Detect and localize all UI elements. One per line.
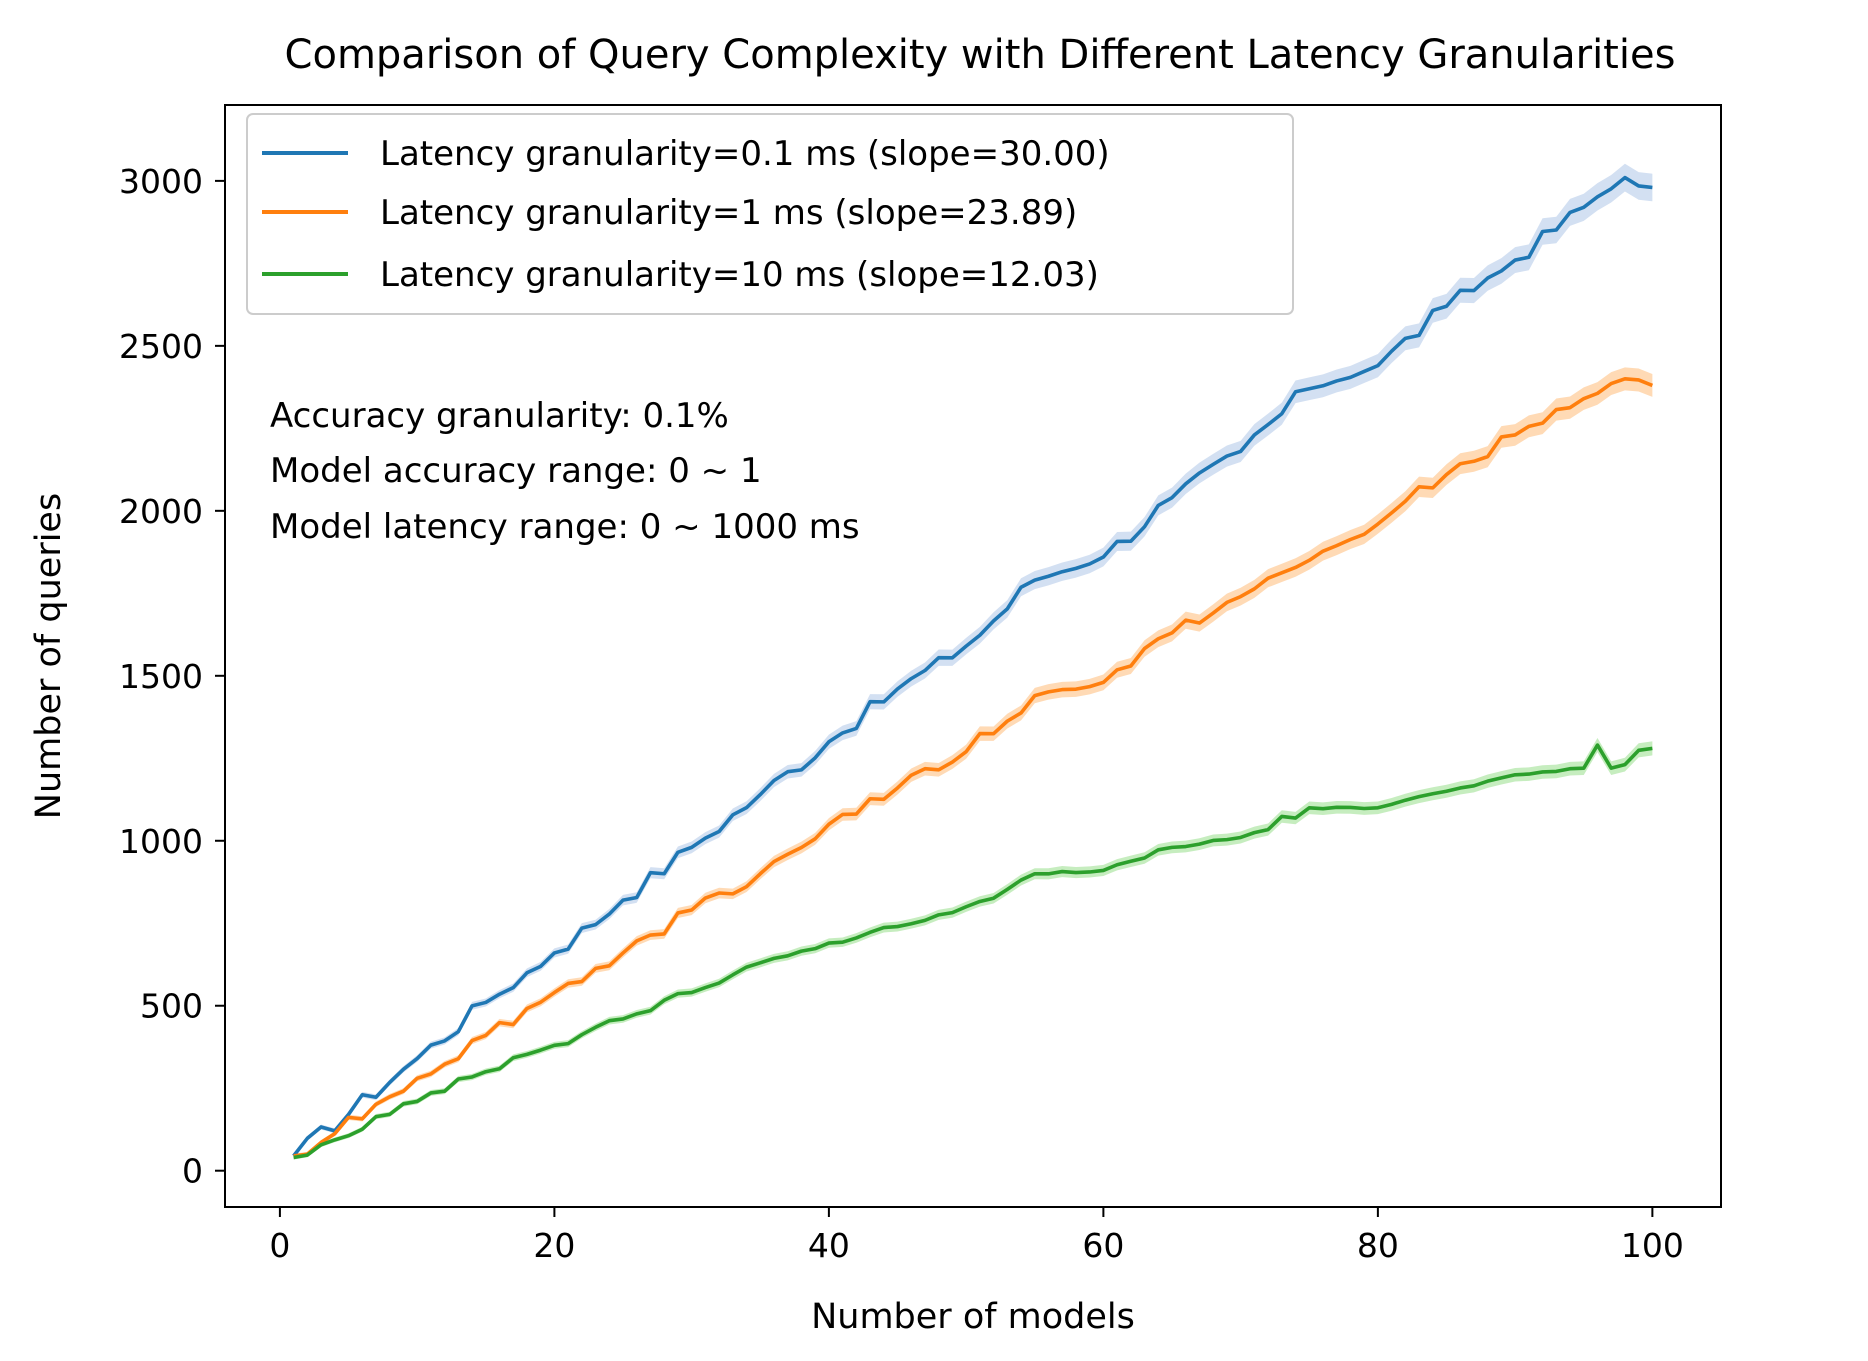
annotation-accuracy-range: Model accuracy range: 0 ~ 1 xyxy=(270,451,762,491)
x-tick-label-2: 40 xyxy=(808,1226,850,1265)
annotation-accuracy-granularity: Accuracy granularity: 0.1% xyxy=(270,396,729,436)
annotation-block: Accuracy granularity: 0.1% Model accurac… xyxy=(270,396,860,547)
y-tick-label-4: 2000 xyxy=(119,492,203,531)
y-axis-ticks: 0 500 1000 1500 2000 2500 3000 xyxy=(119,162,225,1191)
y-tick-label-5: 2500 xyxy=(119,327,203,366)
legend-entry-2: Latency granularity=10 ms (slope=12.03) xyxy=(380,255,1099,295)
legend: Latency granularity=0.1 ms (slope=30.00)… xyxy=(246,113,1294,315)
legend-entry-0: Latency granularity=0.1 ms (slope=30.00) xyxy=(380,134,1110,174)
x-tick-label-3: 60 xyxy=(1082,1226,1124,1265)
y-tick-label-6: 3000 xyxy=(119,162,203,201)
chart-title: Comparison of Query Complexity with Diff… xyxy=(285,32,1676,78)
x-tick-label-4: 80 xyxy=(1357,1226,1399,1265)
line-series-1 xyxy=(293,377,1654,1158)
y-axis-label: Number of queries xyxy=(29,493,69,819)
line-series-2 xyxy=(293,743,1653,1160)
y-tick-label-3: 1500 xyxy=(119,657,203,696)
x-axis-ticks: 0 20 40 60 80 100 xyxy=(269,1207,1684,1265)
legend-entry-1: Latency granularity=1 ms (slope=23.89) xyxy=(380,193,1077,233)
x-axis-label: Number of models xyxy=(811,1297,1135,1337)
y-tick-label-2: 1000 xyxy=(119,822,203,861)
y-tick-label-1: 500 xyxy=(140,987,203,1026)
series-lines xyxy=(292,175,1654,1160)
x-tick-label-5: 100 xyxy=(1621,1226,1684,1265)
band-series-1 xyxy=(293,367,1653,1159)
plot-frame xyxy=(224,104,1722,1208)
confidence-bands xyxy=(293,163,1653,1160)
band-series-0 xyxy=(293,163,1653,1159)
band-series-2 xyxy=(293,738,1653,1160)
x-tick-label-0: 0 xyxy=(269,1226,290,1265)
x-tick-label-1: 20 xyxy=(533,1226,575,1265)
y-tick-label-0: 0 xyxy=(182,1152,203,1191)
line-series-0 xyxy=(292,175,1653,1157)
legend-box xyxy=(246,113,1294,315)
annotation-latency-range: Model latency range: 0 ~ 1000 ms xyxy=(270,507,860,547)
